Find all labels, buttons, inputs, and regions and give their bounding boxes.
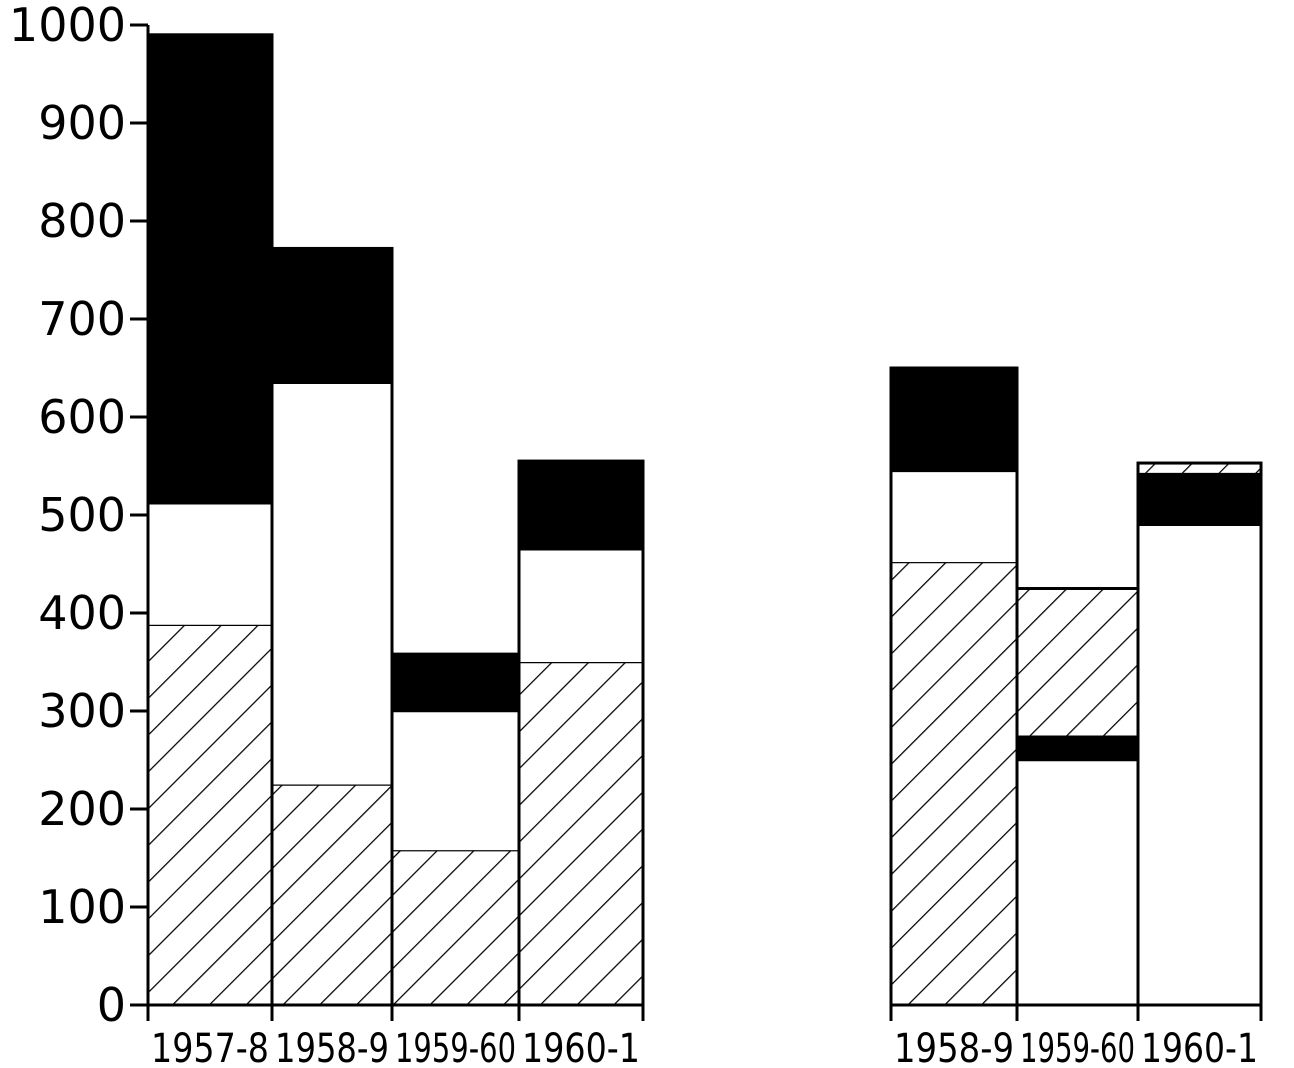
y-tick-label: 500 [38, 488, 126, 542]
y-tick-label: 600 [38, 390, 126, 444]
x-category-label: 1960-1 [1141, 1026, 1258, 1068]
x-category-label: 1958-9 [894, 1026, 1014, 1068]
x-category-label: 1960-1 [522, 1026, 640, 1068]
bar-segment-solid [519, 461, 643, 550]
x-axis: 1957-8 1958-9 1959-60 1960-1 1958-9 1959-60 19… [146, 1003, 1263, 1068]
bar-segment-hatched [519, 662, 643, 1005]
bar-segment-hatched [891, 562, 1017, 1005]
bar-segment-blank [148, 503, 272, 625]
bar-segment-hatched [272, 784, 392, 1005]
y-axis: 0 100 200 300 400 500 600 700 800 900 1000 [9, 0, 150, 1032]
bar-segment-hatched [1017, 588, 1138, 736]
bar-segment-solid [392, 654, 519, 711]
y-tick-label: 300 [38, 684, 126, 738]
bar-segment-solid [1138, 472, 1261, 525]
bar-segment-hatched [392, 850, 519, 1005]
bar-segment-solid [1017, 735, 1138, 760]
bars [146, 33, 1263, 1007]
bar-segment-hatched [148, 624, 272, 1005]
x-category-label: 1958-9 [275, 1026, 389, 1068]
bar-segment-blank [272, 382, 392, 785]
y-tick-label: 1000 [9, 0, 126, 52]
y-tick-label: 0 [97, 978, 126, 1032]
x-category-label: 1957-8 [151, 1026, 269, 1068]
bar-segment-hatched [1138, 463, 1261, 473]
bar-segment-blank [891, 470, 1017, 563]
y-tick-label: 800 [38, 194, 126, 248]
y-tick-label: 900 [38, 96, 126, 150]
bar-segment-blank [519, 549, 643, 662]
y-tick-label: 700 [38, 292, 126, 346]
bar-segment-solid [272, 248, 392, 383]
bar-segment-blank [1138, 524, 1261, 1005]
y-tick-label: 200 [38, 782, 126, 836]
bar-segment-blank [392, 711, 519, 851]
bar-segment-blank [1017, 760, 1138, 1005]
x-category-label: 1959-60 [1020, 1026, 1135, 1068]
bar-segment-solid [148, 34, 272, 504]
y-tick-label: 100 [38, 880, 126, 934]
y-tick-label: 400 [38, 586, 126, 640]
bar-segment-solid [891, 368, 1017, 471]
x-category-label: 1959-60 [395, 1026, 516, 1068]
